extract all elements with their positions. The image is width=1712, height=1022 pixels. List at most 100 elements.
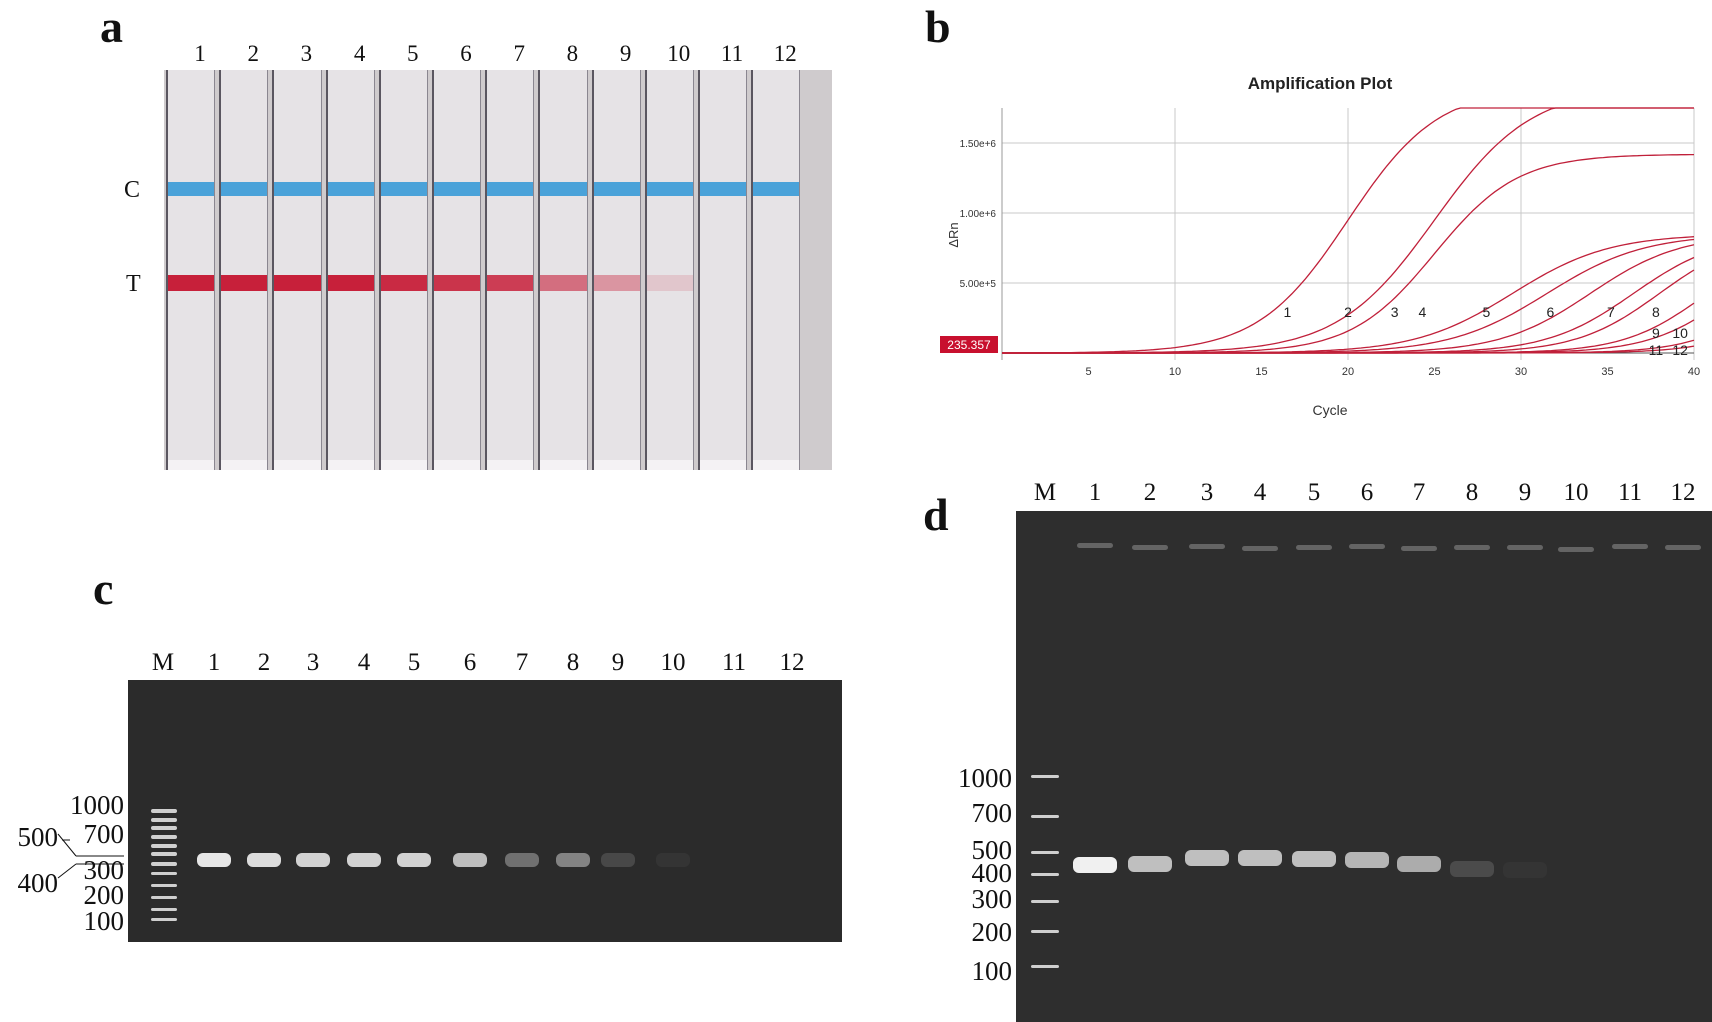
- ladder-band: [1031, 930, 1059, 933]
- strip-sample-pad: [753, 460, 800, 470]
- test-line: [274, 275, 321, 291]
- strip-lane-number: 10: [667, 41, 691, 66]
- strip-lane-number: 1: [194, 41, 206, 66]
- curve-label: 1: [1284, 304, 1292, 320]
- control-line: [593, 182, 640, 196]
- gel-c-pcr-band: [397, 853, 431, 867]
- strip-lane-number: 4: [353, 41, 366, 66]
- strip-lane-number: 5: [407, 41, 419, 66]
- gel-d-well: [1507, 545, 1543, 550]
- gel-c-pcr-band: [601, 853, 635, 867]
- gel-c-lane-number: 11: [721, 649, 747, 676]
- ladder-band: [1031, 815, 1059, 818]
- gel-d-marker-size: 100: [971, 956, 1013, 986]
- gel-d-well: [1189, 544, 1225, 549]
- gel-c-marker-size: 300: [83, 855, 125, 885]
- ladder-band: [151, 844, 177, 848]
- gel-d-well: [1242, 546, 1278, 551]
- gel-d-pcr-band: [1503, 862, 1547, 878]
- x-axis-label: Cycle: [1312, 402, 1347, 418]
- gel-d-well: [1132, 545, 1168, 550]
- test-line: [434, 275, 481, 291]
- amplification-curves: [1002, 107, 1695, 354]
- amplification-curve: [1002, 345, 1695, 354]
- gel-d-well: [1612, 544, 1648, 549]
- y-tick-label: 1.00e+6: [960, 209, 997, 220]
- gel-c-marker-size: 1000: [70, 790, 124, 820]
- gel-c-pcr-band: [656, 853, 690, 867]
- strip-lane-number: 7: [513, 41, 525, 66]
- control-line: [168, 182, 215, 196]
- gel-c-marker-size: 100: [83, 906, 125, 936]
- ladder-band: [151, 835, 177, 839]
- gel-d-marker-size: 500: [971, 835, 1013, 865]
- lateral-flow-strip-photo: [164, 70, 832, 470]
- panel-d-letter: d: [923, 489, 949, 540]
- control-line: [646, 182, 693, 196]
- strip-lane-number: 6: [460, 41, 472, 66]
- gel-c-lane-number: 1: [207, 649, 221, 676]
- curve-label: 8: [1652, 304, 1660, 320]
- test-line: [327, 275, 374, 291]
- gel-c-pcr-band: [453, 853, 487, 867]
- gel-d-pcr-band: [1397, 856, 1441, 872]
- gel-d-lane-number: 7: [1412, 479, 1426, 506]
- gel-c-marker-size: 400: [17, 868, 59, 898]
- test-line: [593, 275, 640, 291]
- gel-d-pcr-band: [1238, 850, 1282, 866]
- y-axis-label: ΔRn: [946, 222, 961, 247]
- test-strip: [485, 70, 535, 470]
- strip-sample-pad: [646, 460, 693, 470]
- gel-c-lane-number: 5: [407, 649, 421, 676]
- x-tick-label: 25: [1428, 366, 1440, 378]
- gel-c-lane-number: 12: [779, 649, 805, 676]
- test-strip: [432, 70, 482, 470]
- ladder-band: [151, 896, 177, 899]
- ladder-band: [151, 908, 177, 911]
- gel-c-lane-number: 9: [611, 649, 625, 676]
- gel-d-lane-number: 2: [1143, 479, 1157, 506]
- test-strip: [272, 70, 322, 470]
- control-line: [753, 182, 800, 196]
- x-tick-label: 15: [1255, 366, 1267, 378]
- gel-d-lane-number: 9: [1518, 479, 1532, 506]
- control-line: [327, 182, 374, 196]
- gel-c-marker-size: 700: [83, 819, 125, 849]
- strip-lane-number: 2: [247, 41, 259, 66]
- ladder-band: [151, 852, 177, 856]
- gel-d-pcr-band: [1292, 851, 1336, 867]
- gel-c-lane-number: M: [151, 649, 175, 676]
- amplification-plot: Amplification Plot Cycle ΔRn 5 10 15 20 25 30…: [940, 74, 1700, 418]
- gel-d-lane-number: 3: [1200, 479, 1214, 506]
- strip-sample-pad: [487, 460, 534, 470]
- gel-d-marker-size: 400: [971, 858, 1013, 888]
- test-strip: [751, 70, 801, 470]
- gel-d-marker-size: 1000: [958, 763, 1012, 793]
- ladder-band: [1031, 775, 1059, 778]
- gel-c-marker-leader-lines: [57, 833, 124, 879]
- strip-sample-pad: [540, 460, 587, 470]
- y-tick-label: 1.50e+6: [960, 139, 997, 150]
- gel-d-marker-size: 700: [971, 798, 1013, 828]
- ladder-band: [1031, 965, 1059, 968]
- strip-sample-pad: [168, 460, 215, 470]
- ladder-band: [1031, 900, 1059, 903]
- gel-c-lane-number: 3: [306, 649, 320, 676]
- plot-grid: [1001, 108, 1695, 360]
- test-line: [380, 275, 427, 291]
- test-line: [168, 275, 215, 291]
- test-strip: [219, 70, 269, 470]
- gel-d-lane-number: 4: [1253, 479, 1267, 506]
- control-line: [487, 182, 534, 196]
- ladder-band: [151, 872, 177, 875]
- gel-d-lane-number: 10: [1563, 479, 1589, 506]
- agarose-gel-c: [128, 680, 842, 942]
- curve-label: 6: [1547, 304, 1555, 320]
- gel-c-lane-number: 4: [357, 649, 371, 676]
- gel-d-lane-number: 11: [1617, 479, 1643, 506]
- gel-c-lane-number: 10: [660, 649, 686, 676]
- ladder-band: [151, 818, 177, 822]
- ladder-band: [1031, 873, 1059, 876]
- gel-c-pcr-band: [197, 853, 231, 867]
